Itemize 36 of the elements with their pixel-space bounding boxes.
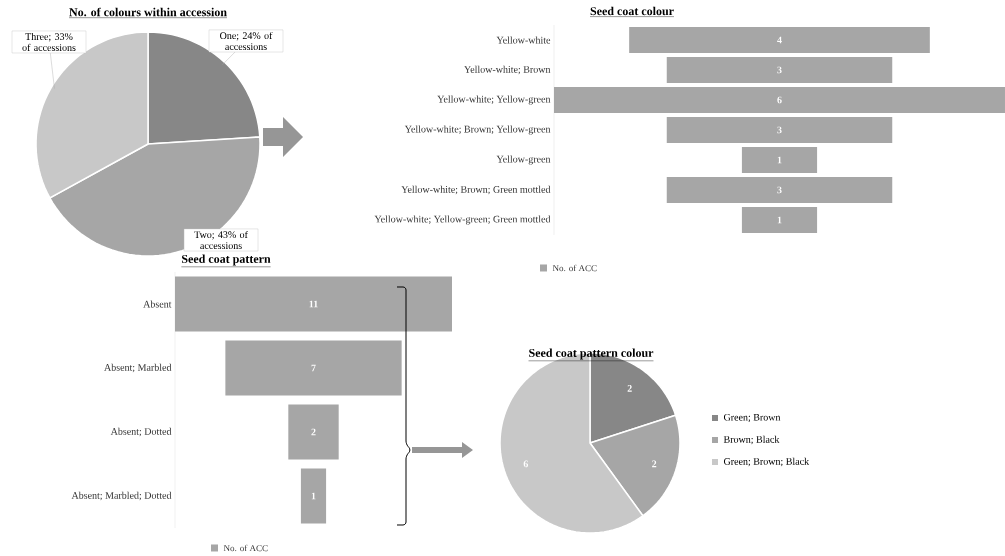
legend-label: No. of ACC xyxy=(223,544,268,552)
category-label: Absent; Marbled; Dotted xyxy=(71,491,172,501)
data-label: 2 xyxy=(311,428,316,436)
data-label: 1 xyxy=(777,156,782,164)
category-label: Yellow-white; Yellow-green xyxy=(437,95,551,105)
data-label: 1 xyxy=(311,492,316,500)
data-label: 1 xyxy=(777,216,782,224)
slice-label: One; 24% of accessions xyxy=(220,31,273,51)
data-label: 3 xyxy=(777,126,782,134)
data-label: 2 xyxy=(652,460,657,468)
data-label: 11 xyxy=(309,300,318,308)
data-label: 3 xyxy=(777,186,782,194)
category-label: Yellow-white; Brown; Green mottled xyxy=(401,185,551,195)
category-label: Yellow-white; Brown xyxy=(464,65,551,75)
chart-title: Seed coat pattern colour xyxy=(529,348,654,360)
legend-label: No. of ACC xyxy=(552,264,597,272)
category-label: Absent xyxy=(143,300,172,308)
category-label: Absent; Dotted xyxy=(110,427,172,437)
category-label: Yellow-green xyxy=(496,155,551,165)
category-label: Yellow-white; Yellow-green; Green mottled xyxy=(374,215,551,225)
legend-label: Green; Brown; Black xyxy=(723,457,810,467)
category-label: Yellow-white; Brown; Yellow-green xyxy=(404,125,551,135)
data-label: 2 xyxy=(627,385,632,392)
data-label: 3 xyxy=(777,66,782,74)
legend-label: Green; Brown xyxy=(723,413,781,423)
legend-label: Brown; Black xyxy=(723,435,780,445)
category-label: Absent; Marbled xyxy=(104,363,172,373)
chart-title: No. of colours within accession xyxy=(69,7,227,17)
slice-label: Two; 43% of accessions xyxy=(194,230,248,250)
data-label: 6 xyxy=(777,96,782,104)
data-label: 7 xyxy=(311,364,316,372)
data-label: 4 xyxy=(777,36,782,44)
category-label: Yellow-white xyxy=(496,36,551,44)
text: Seed coat pattern xyxy=(181,254,271,266)
text: Seed coat colour xyxy=(590,6,674,16)
slice-label: Three; 33% of accessions xyxy=(22,32,76,51)
